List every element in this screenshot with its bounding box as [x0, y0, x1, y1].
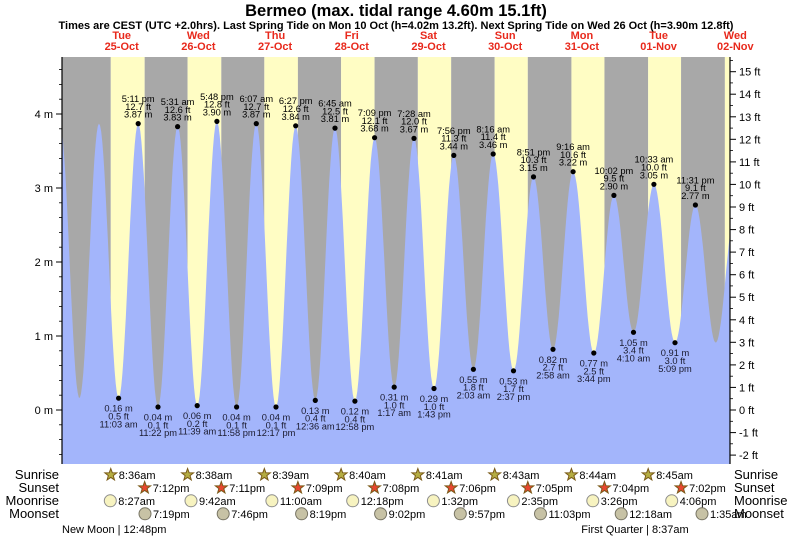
svg-text:01-Nov: 01-Nov	[640, 41, 678, 53]
svg-text:5:09 pm: 5:09 pm	[658, 364, 692, 374]
svg-text:11:03 am: 11:03 am	[100, 419, 138, 429]
svg-text:2:37 pm: 2:37 pm	[497, 392, 531, 402]
svg-text:8:27am: 8:27am	[118, 496, 155, 508]
svg-text:11:22 pm: 11:22 pm	[139, 428, 177, 438]
svg-text:4 ft: 4 ft	[739, 315, 754, 327]
svg-text:9:02pm: 9:02pm	[389, 509, 426, 521]
svg-text:9 ft: 9 ft	[739, 202, 754, 214]
svg-text:4:06pm: 4:06pm	[680, 496, 717, 508]
svg-text:2 m: 2 m	[35, 257, 53, 269]
svg-text:3.81 m: 3.81 m	[321, 114, 350, 124]
svg-text:02-Nov: 02-Nov	[717, 41, 755, 53]
svg-text:2:58 am: 2:58 am	[536, 370, 570, 380]
svg-text:6 ft: 6 ft	[739, 270, 754, 282]
svg-text:8:41am: 8:41am	[426, 470, 463, 482]
svg-text:7:12pm: 7:12pm	[153, 483, 190, 495]
svg-text:Moonset: Moonset	[9, 506, 59, 521]
svg-text:13 ft: 13 ft	[739, 112, 760, 124]
svg-text:9:42am: 9:42am	[199, 496, 236, 508]
svg-text:7:06pm: 7:06pm	[459, 483, 496, 495]
svg-text:8:45am: 8:45am	[656, 470, 693, 482]
svg-text:14 ft: 14 ft	[739, 89, 760, 101]
svg-text:7:19pm: 7:19pm	[153, 509, 190, 521]
svg-text:3.87 m: 3.87 m	[124, 110, 153, 120]
svg-text:2.77 m: 2.77 m	[681, 191, 710, 201]
svg-text:7:11pm: 7:11pm	[229, 483, 265, 495]
svg-text:-2 ft: -2 ft	[739, 450, 758, 462]
svg-text:3.46 m: 3.46 m	[479, 140, 508, 150]
svg-text:1:43 pm: 1:43 pm	[417, 410, 451, 420]
svg-text:1:32pm: 1:32pm	[441, 496, 478, 508]
svg-text:3.84 m: 3.84 m	[281, 112, 310, 122]
svg-text:9:57pm: 9:57pm	[468, 509, 505, 521]
svg-text:7:46pm: 7:46pm	[231, 509, 268, 521]
svg-text:First Quarter | 8:37am: First Quarter | 8:37am	[581, 524, 688, 536]
svg-text:2.90 m: 2.90 m	[600, 181, 629, 191]
svg-text:8:38am: 8:38am	[196, 470, 233, 482]
svg-text:2:03 am: 2:03 am	[457, 390, 491, 400]
svg-text:7 ft: 7 ft	[739, 247, 754, 259]
svg-text:3 ft: 3 ft	[739, 337, 754, 349]
svg-text:29-Oct: 29-Oct	[411, 41, 446, 53]
svg-text:12 ft: 12 ft	[739, 134, 760, 146]
svg-text:3.83 m: 3.83 m	[163, 113, 192, 123]
svg-text:4 m: 4 m	[35, 109, 53, 121]
svg-text:3:26pm: 3:26pm	[601, 496, 638, 508]
svg-text:8:40am: 8:40am	[349, 470, 386, 482]
svg-text:4:10 am: 4:10 am	[617, 353, 651, 363]
svg-text:12:58 pm: 12:58 pm	[336, 422, 375, 432]
svg-text:3.44 m: 3.44 m	[440, 141, 469, 151]
svg-text:15 ft: 15 ft	[739, 67, 760, 79]
svg-text:0 m: 0 m	[35, 405, 53, 417]
svg-text:8:39am: 8:39am	[272, 470, 309, 482]
svg-text:11:03pm: 11:03pm	[549, 509, 591, 521]
svg-text:2 ft: 2 ft	[739, 360, 754, 372]
svg-text:7:08pm: 7:08pm	[383, 483, 420, 495]
svg-text:25-Oct: 25-Oct	[105, 41, 140, 53]
svg-text:12:18pm: 12:18pm	[361, 496, 404, 508]
svg-text:10 ft: 10 ft	[739, 179, 760, 191]
svg-text:Times are CEST (UTC +2.0hrs).: Times are CEST (UTC +2.0hrs). Last Sprin…	[59, 20, 734, 32]
svg-text:12:36 am: 12:36 am	[296, 422, 335, 432]
svg-text:3.87 m: 3.87 m	[242, 110, 271, 120]
svg-text:30-Oct: 30-Oct	[488, 41, 523, 53]
svg-text:3.90 m: 3.90 m	[203, 107, 232, 117]
svg-text:8:44am: 8:44am	[579, 470, 616, 482]
svg-text:7:09pm: 7:09pm	[306, 483, 343, 495]
svg-text:31-Oct: 31-Oct	[565, 41, 600, 53]
svg-text:1:17 am: 1:17 am	[377, 408, 411, 418]
svg-text:3.22 m: 3.22 m	[559, 158, 588, 168]
svg-text:8 ft: 8 ft	[739, 225, 754, 237]
svg-text:7:05pm: 7:05pm	[536, 483, 573, 495]
svg-text:3.05 m: 3.05 m	[640, 170, 669, 180]
svg-text:New Moon | 12:48pm: New Moon | 12:48pm	[62, 524, 166, 536]
svg-text:3:44 pm: 3:44 pm	[577, 374, 611, 384]
svg-text:3.68 m: 3.68 m	[360, 124, 389, 134]
svg-text:3 m: 3 m	[35, 183, 53, 195]
svg-text:26-Oct: 26-Oct	[181, 41, 216, 53]
svg-text:11:39 am: 11:39 am	[178, 427, 216, 437]
svg-text:11:58 pm: 11:58 pm	[218, 428, 256, 438]
svg-text:-1 ft: -1 ft	[739, 428, 758, 440]
svg-text:8:36am: 8:36am	[119, 470, 156, 482]
svg-text:5 ft: 5 ft	[739, 292, 754, 304]
svg-text:27-Oct: 27-Oct	[258, 41, 293, 53]
svg-text:3.15 m: 3.15 m	[519, 163, 548, 173]
svg-text:7:04pm: 7:04pm	[613, 483, 650, 495]
svg-text:3.67 m: 3.67 m	[400, 124, 429, 134]
svg-text:11 ft: 11 ft	[739, 157, 760, 169]
svg-text:0 ft: 0 ft	[739, 405, 754, 417]
svg-text:12:18am: 12:18am	[629, 509, 672, 521]
svg-text:1 ft: 1 ft	[739, 382, 754, 394]
svg-text:28-Oct: 28-Oct	[335, 41, 370, 53]
svg-text:1:35am: 1:35am	[710, 509, 747, 521]
svg-text:7:02pm: 7:02pm	[689, 483, 726, 495]
svg-text:Bermeo (max. tidal range 4.60m: Bermeo (max. tidal range 4.60m 15.1ft)	[245, 2, 547, 20]
svg-text:11:00am: 11:00am	[280, 496, 322, 508]
svg-text:2:35pm: 2:35pm	[521, 496, 558, 508]
svg-text:12:17 pm: 12:17 pm	[257, 428, 296, 438]
svg-text:1 m: 1 m	[35, 331, 53, 343]
svg-text:8:43am: 8:43am	[503, 470, 540, 482]
svg-text:8:19pm: 8:19pm	[310, 509, 347, 521]
